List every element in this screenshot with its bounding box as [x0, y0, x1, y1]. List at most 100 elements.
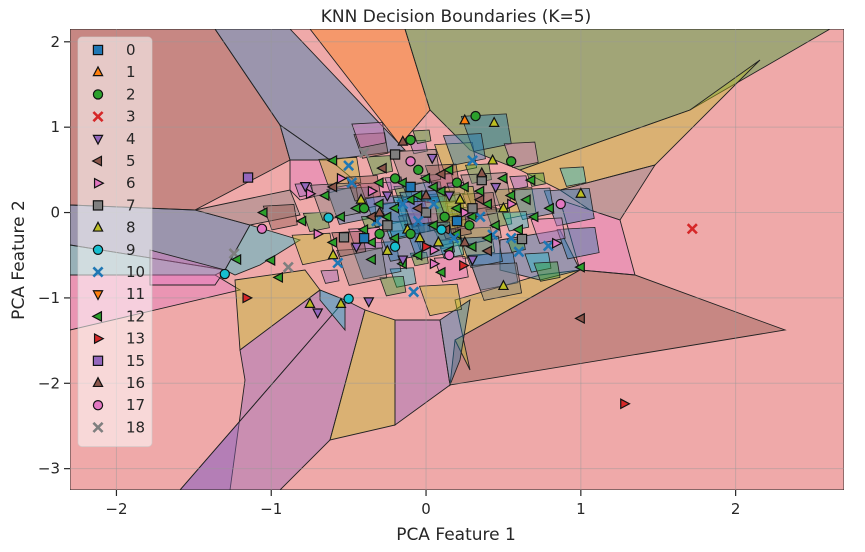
data-point [429, 258, 441, 270]
data-point [326, 236, 338, 249]
data-point [350, 242, 362, 254]
data-point [358, 147, 370, 159]
data-point [464, 220, 475, 231]
x-tick-label: 0 [421, 500, 431, 518]
data-point [489, 219, 500, 231]
data-point [490, 182, 502, 194]
data-point [312, 308, 324, 320]
decision-region [509, 175, 529, 190]
data-point [442, 164, 454, 176]
data-point [427, 181, 438, 193]
data-point [242, 172, 254, 183]
data-point [686, 223, 698, 235]
data-point [242, 292, 254, 304]
data-point [282, 261, 294, 273]
data-point [434, 185, 446, 197]
data-point [411, 249, 423, 261]
data-point [451, 215, 463, 227]
legend-label: 8 [126, 219, 136, 237]
legend-label: 9 [126, 241, 136, 259]
legend-label: 0 [126, 41, 136, 59]
data-point [380, 211, 392, 223]
data-point [388, 232, 400, 244]
data-point [552, 237, 563, 249]
decision-region [556, 226, 600, 260]
legend-marker [92, 355, 104, 367]
decision-regions [70, 29, 844, 490]
data-point [272, 271, 284, 284]
data-point [507, 198, 518, 210]
decision-region [320, 269, 340, 284]
data-point [496, 172, 508, 184]
data-point [374, 228, 385, 240]
legend-label: 1 [126, 63, 136, 81]
decision-region [346, 175, 382, 202]
legend-label: 7 [126, 196, 136, 214]
data-point [256, 206, 268, 219]
data-point [365, 236, 376, 249]
decision-region [524, 252, 552, 273]
data-point [381, 244, 393, 256]
data-point [513, 246, 525, 258]
decision-region [471, 262, 523, 301]
decision-region [418, 283, 462, 317]
data-point [420, 207, 432, 218]
decision-region [379, 275, 407, 297]
legend-label: 17 [126, 396, 145, 414]
data-point [299, 182, 311, 193]
data-point [382, 220, 393, 231]
data-point [397, 255, 409, 267]
legend-marker [92, 400, 104, 411]
y-tick-label: 2 [50, 33, 60, 51]
x-tick-label: −1 [260, 500, 282, 518]
data-point [405, 134, 416, 146]
y-tick-label: 0 [50, 204, 60, 222]
data-point [465, 211, 477, 223]
decision-region [412, 129, 432, 144]
legend-marker [92, 200, 104, 211]
decision-region [279, 123, 332, 161]
data-point [620, 398, 631, 410]
y-axis-label: PCA Feature 2 [9, 200, 29, 320]
data-point [481, 245, 493, 257]
data-point [429, 244, 441, 256]
data-point [326, 154, 338, 167]
x-axis-label: PCA Feature 1 [396, 525, 516, 545]
data-point [474, 211, 486, 223]
data-point [542, 240, 554, 252]
data-point [389, 241, 401, 252]
decision-region [194, 189, 301, 226]
data-point [336, 172, 348, 184]
data-point [219, 268, 230, 280]
data-point [357, 224, 369, 236]
legend-marker [93, 333, 105, 345]
data-point [358, 232, 370, 244]
data-point [448, 232, 460, 244]
data-point [305, 188, 317, 200]
data-point [497, 201, 510, 213]
legend-marker [92, 111, 104, 123]
decision-region [70, 29, 844, 490]
data-point [497, 279, 510, 291]
data-point [487, 153, 499, 165]
data-point [527, 211, 539, 223]
data-point [505, 156, 517, 167]
data-point [256, 223, 268, 234]
decision-region [439, 299, 471, 387]
legend-label: 12 [126, 307, 145, 325]
data-point [373, 177, 384, 189]
data-point [520, 194, 531, 206]
data-point [421, 241, 433, 253]
data-point [432, 235, 445, 247]
data-point [358, 203, 370, 214]
data-point [304, 297, 316, 308]
legend-marker [92, 134, 104, 146]
legend-label: 5 [126, 152, 136, 170]
data-point [467, 203, 478, 214]
data-point [436, 224, 447, 235]
legend-marker [92, 244, 104, 255]
data-point [504, 189, 516, 202]
decision-region [262, 203, 298, 231]
data-point [355, 193, 367, 204]
data-point [419, 172, 431, 184]
